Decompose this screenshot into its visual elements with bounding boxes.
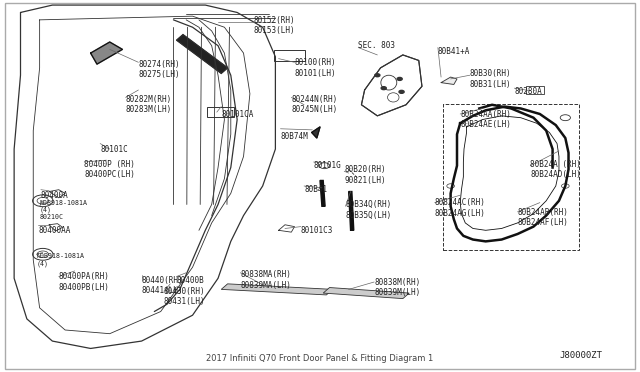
Text: 80440(RH)
80441(LH): 80440(RH) 80441(LH) xyxy=(141,276,183,295)
Text: 80244N(RH)
80245N(LH): 80244N(RH) 80245N(LH) xyxy=(291,95,337,115)
Text: 80B74M: 80B74M xyxy=(280,132,308,141)
Polygon shape xyxy=(312,127,320,138)
Circle shape xyxy=(381,87,387,90)
Text: 80838M(RH)
80839M(LH): 80838M(RH) 80839M(LH) xyxy=(374,278,420,297)
Text: 2017 Infiniti Q70 Front Door Panel & Fitting Diagram 1: 2017 Infiniti Q70 Front Door Panel & Fit… xyxy=(206,354,434,363)
Text: 80280A: 80280A xyxy=(515,87,542,96)
Text: 80B34Q(RH)
80B35Q(LH): 80B34Q(RH) 80B35Q(LH) xyxy=(346,200,392,220)
Text: 80100(RH)
80101(LH): 80100(RH) 80101(LH) xyxy=(294,58,336,77)
Circle shape xyxy=(560,115,570,121)
Circle shape xyxy=(375,74,380,77)
Polygon shape xyxy=(441,77,457,84)
Circle shape xyxy=(397,77,402,80)
Text: 80400P (RH)
80400PC(LH): 80400P (RH) 80400PC(LH) xyxy=(84,160,135,179)
Ellipse shape xyxy=(388,93,399,102)
Text: 80101C3: 80101C3 xyxy=(301,226,333,235)
Text: 80400A: 80400A xyxy=(41,191,68,200)
Text: N0B918-1081A
(4)
80210C: N0B918-1081A (4) 80210C xyxy=(40,200,88,220)
Text: 80824AC(RH)
80B24AG(LH): 80824AC(RH) 80B24AG(LH) xyxy=(435,198,486,218)
Circle shape xyxy=(37,198,49,204)
Text: 80400PA(RH)
80400PB(LH): 80400PA(RH) 80400PB(LH) xyxy=(59,272,109,292)
Text: 80B24AA(RH)
80B24AE(LH): 80B24AA(RH) 80B24AE(LH) xyxy=(460,110,511,129)
Text: N0B918-1081A
(4): N0B918-1081A (4) xyxy=(36,253,84,267)
Polygon shape xyxy=(349,192,354,230)
Text: 80B24A (RH)
80B24AD(LH): 80B24A (RH) 80B24AD(LH) xyxy=(531,160,581,179)
Text: 80B24AB(RH)
80B24AF(LH): 80B24AB(RH) 80B24AF(LH) xyxy=(518,208,568,227)
Circle shape xyxy=(399,90,404,93)
Circle shape xyxy=(447,184,454,188)
Polygon shape xyxy=(221,284,333,295)
Polygon shape xyxy=(177,35,228,73)
Text: 80B41+A: 80B41+A xyxy=(438,47,470,56)
Polygon shape xyxy=(320,180,325,206)
FancyBboxPatch shape xyxy=(207,107,234,116)
Polygon shape xyxy=(91,42,122,64)
Text: 80B30(RH)
80B31(LH): 80B30(RH) 80B31(LH) xyxy=(470,69,511,89)
Polygon shape xyxy=(362,55,422,116)
Text: SEC. 803: SEC. 803 xyxy=(358,41,396,50)
Ellipse shape xyxy=(381,75,397,90)
Text: 80152(RH)
80153(LH): 80152(RH) 80153(LH) xyxy=(253,16,294,35)
Polygon shape xyxy=(323,288,409,299)
Text: J80000ZT: J80000ZT xyxy=(559,351,602,360)
Text: 80838MA(RH)
80839MA(LH): 80838MA(RH) 80839MA(LH) xyxy=(241,270,291,290)
Text: 80101CA: 80101CA xyxy=(221,109,253,119)
Text: 80274(RH)
80275(LH): 80274(RH) 80275(LH) xyxy=(138,60,180,79)
Circle shape xyxy=(33,195,53,207)
Text: 80400B: 80400B xyxy=(177,276,204,285)
Text: 80101C: 80101C xyxy=(100,145,128,154)
Text: 80430(RH)
80431(LH): 80430(RH) 80431(LH) xyxy=(164,287,205,307)
FancyBboxPatch shape xyxy=(274,51,305,61)
Text: 80101G: 80101G xyxy=(314,161,341,170)
Circle shape xyxy=(561,184,569,188)
Text: 80400AA: 80400AA xyxy=(38,226,71,235)
FancyBboxPatch shape xyxy=(526,86,544,94)
Text: 80282M(RH)
80283M(LH): 80282M(RH) 80283M(LH) xyxy=(125,95,172,115)
Circle shape xyxy=(319,163,330,169)
Circle shape xyxy=(33,248,53,260)
Circle shape xyxy=(37,251,49,258)
Text: 80B41: 80B41 xyxy=(304,185,327,194)
Text: 80B20(RH)
90821(LH): 80B20(RH) 90821(LH) xyxy=(344,165,386,185)
